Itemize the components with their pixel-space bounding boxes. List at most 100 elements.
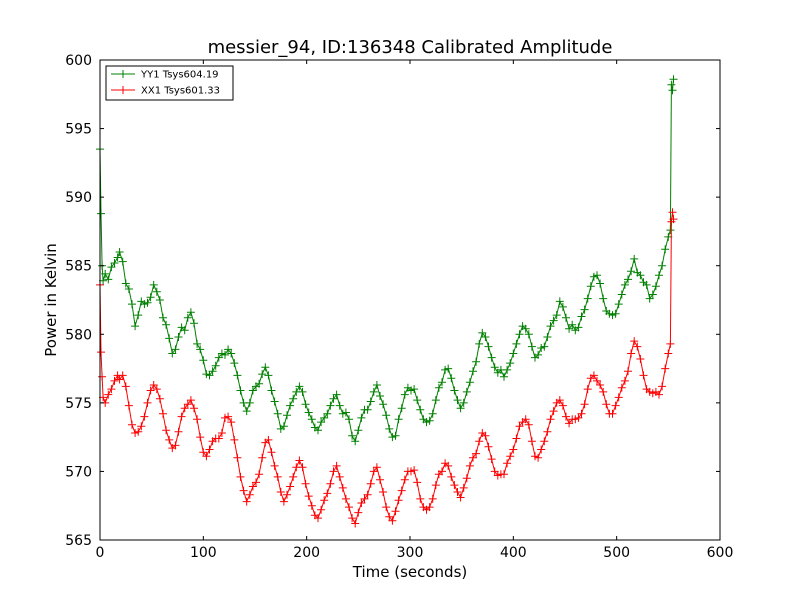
data-point [642,280,651,289]
data-point [152,287,161,296]
data-point [546,322,555,331]
data-point [199,356,208,365]
data-point [146,293,155,302]
data-point [481,431,490,440]
data-point [577,409,586,418]
data-point [655,390,663,399]
data-point [242,497,251,506]
y-tick-label: 575 [65,396,92,412]
data-point [372,381,381,389]
data-point [527,342,536,351]
data-point [400,390,409,399]
data-point [391,507,400,516]
data-point [500,372,508,381]
data-point [481,333,490,341]
data-point [143,298,152,307]
data-point [258,370,267,379]
data-point [472,357,481,366]
data-point [295,456,304,465]
data-point [351,437,360,446]
data-point [131,322,140,331]
legend-frame [105,65,234,101]
data-point [661,245,670,254]
data-point [447,374,456,383]
data-point [193,339,202,348]
data-point [270,461,279,470]
data-point [583,294,592,303]
data-point [410,466,419,475]
data-point [245,490,254,499]
data-point [298,387,307,396]
x-tick-label: 500 [603,545,630,561]
data-point [171,345,180,354]
data-point [655,271,663,280]
data-point [666,339,675,348]
data-point [425,503,434,512]
data-point [450,481,459,490]
data-point [124,401,133,410]
data-point [224,412,233,421]
data-point [348,431,357,440]
data-point [363,490,372,499]
data-point [624,275,632,284]
data-point [239,486,248,495]
data-point [611,401,620,410]
data-point [568,320,577,329]
data-point [534,453,543,462]
data-point [608,409,617,418]
data-point [264,435,273,444]
data-point [599,387,608,396]
data-point [469,367,477,376]
data-point [574,323,583,332]
data-point [338,483,347,492]
data-point [484,442,493,451]
data-point [503,459,512,468]
data-point [348,514,357,523]
data-point [369,387,378,396]
y-tick-label: 595 [65,122,92,138]
data-point [366,479,375,488]
data-point [162,320,171,329]
data-point [270,397,279,406]
data-point [248,386,257,395]
data-point [376,392,384,400]
data-point [596,279,605,288]
data-point [104,275,113,284]
data-point [261,363,270,372]
data-point [159,409,167,418]
data-point [593,271,601,280]
data-point [636,355,645,363]
data-point [121,279,130,288]
data-point [620,280,629,289]
data-point [354,508,363,517]
data-point [465,461,474,470]
data-point [509,349,518,358]
data-point [397,404,406,413]
data-point [205,371,214,380]
data-point [320,496,329,505]
data-point [149,381,158,389]
data-point [267,448,276,457]
data-point [639,371,648,380]
data-point [107,263,116,272]
data-point [521,415,530,424]
data-point [661,364,670,373]
data-point [558,302,567,311]
data-point [459,398,468,407]
data-point [382,411,391,420]
data-point [428,494,437,503]
data-point [630,337,639,346]
data-point [382,503,391,512]
data-point [205,445,214,454]
data-point [137,422,146,431]
data-point [562,313,570,322]
data-point [658,261,667,270]
data-point [307,415,316,424]
data-point [155,394,164,403]
data-point [264,371,273,380]
data-point [211,361,220,370]
data-point [335,401,344,410]
axes-background [100,60,720,540]
data-point [366,397,375,406]
